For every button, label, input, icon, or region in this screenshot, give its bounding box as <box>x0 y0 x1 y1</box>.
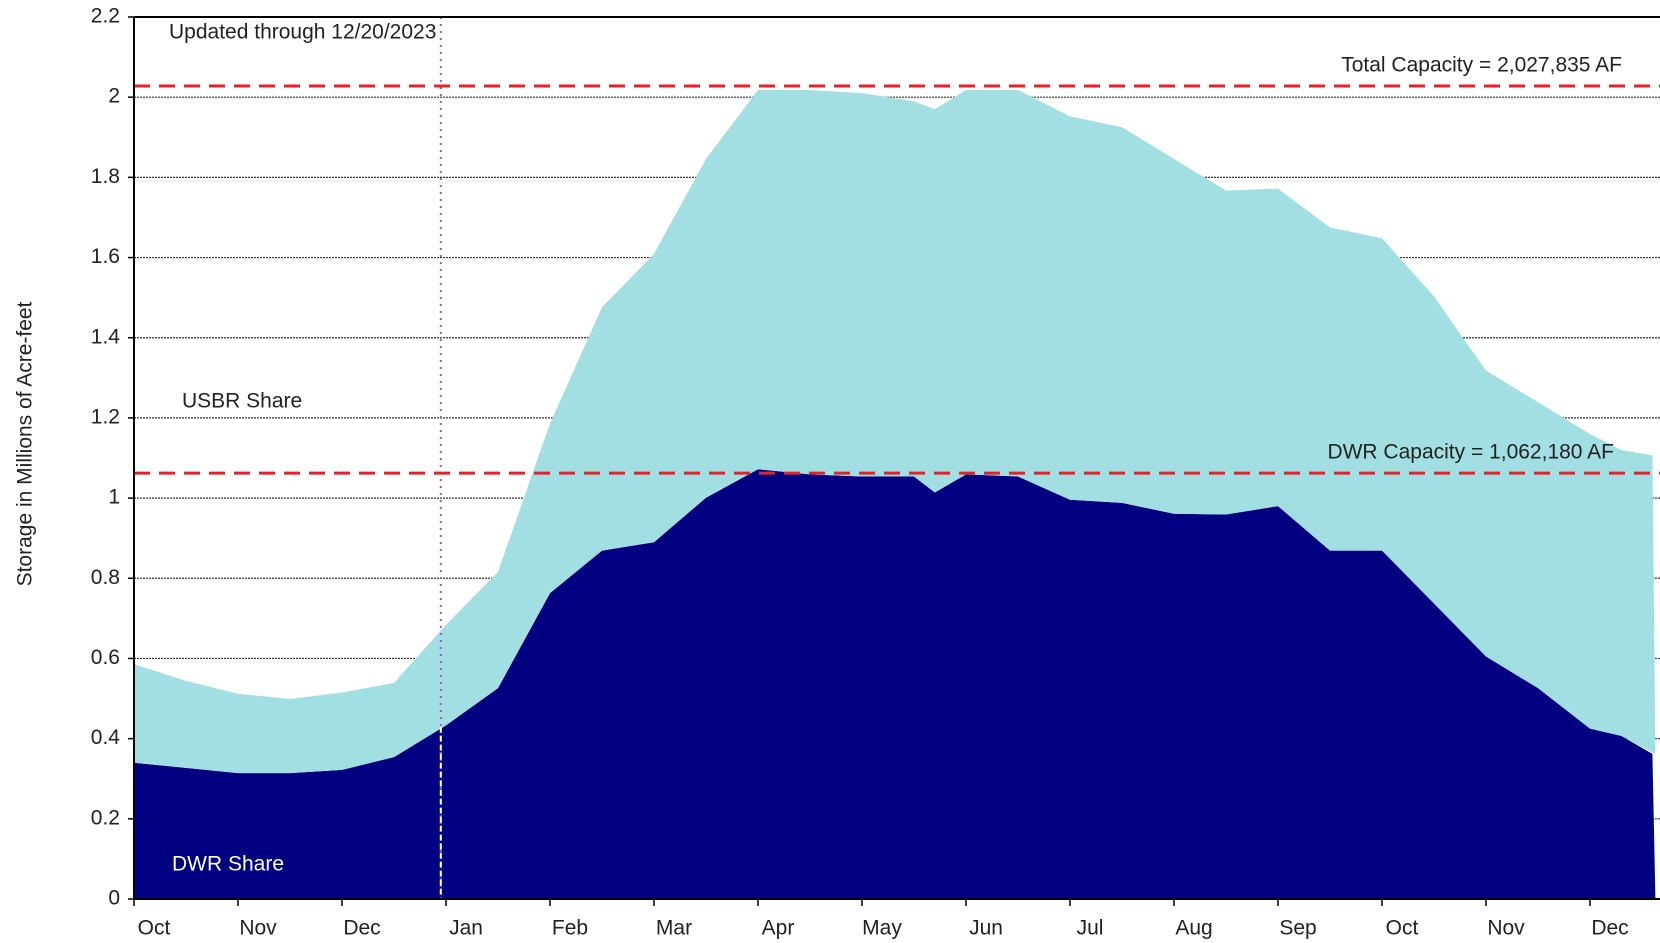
capacity-label: Total Capacity = 2,027,835 AF <box>1341 54 1622 77</box>
y-tick-label: 1.8 <box>91 165 120 188</box>
x-tick-label: Nov <box>1487 917 1525 940</box>
area <box>134 89 1656 774</box>
y-tick-label: 2 <box>108 85 120 108</box>
annotation: Updated through 12/20/2023 <box>169 21 436 44</box>
x-tick-label: Aug <box>1175 917 1212 940</box>
y-tick-label: 1.2 <box>91 405 120 428</box>
area-label: DWR Share <box>172 853 284 876</box>
y-tick-label: 0 <box>108 887 120 910</box>
y-axis-title: Storage in Millions of Acre-feet <box>14 301 37 586</box>
x-tick-label: Apr <box>762 917 795 940</box>
x-tick-label: Sep <box>1279 917 1316 940</box>
x-tick-label: Jun <box>969 917 1003 940</box>
y-tick-label: 0.8 <box>91 566 120 589</box>
x-tick-label: Nov <box>239 917 277 940</box>
capacity-label: DWR Capacity = 1,062,180 AF <box>1327 441 1614 464</box>
x-tick-label: Dec <box>1591 917 1628 940</box>
plot-area <box>134 16 1660 900</box>
x-tick-label: Jan <box>449 917 483 940</box>
x-tick-label: Oct <box>1386 917 1419 940</box>
y-tick-label: 1.4 <box>91 325 121 348</box>
x-tick-label: May <box>862 917 902 940</box>
x-tick-label: Feb <box>552 917 588 940</box>
area-label: USBR Share <box>182 390 302 413</box>
y-tick-label: 0.4 <box>91 726 121 749</box>
y-tick-label: 1.6 <box>91 245 120 268</box>
x-tick-label: Oct <box>138 917 171 940</box>
y-tick-label: 2.2 <box>91 5 120 28</box>
y-tick-label: 1 <box>108 486 120 509</box>
y-tick-label: 0.2 <box>91 806 120 829</box>
x-tick-label: Dec <box>343 917 380 940</box>
x-tick-label: Mar <box>656 917 692 940</box>
x-tick-label: Jul <box>1077 917 1104 940</box>
y-tick-label: 0.6 <box>91 646 120 669</box>
area <box>134 469 1656 899</box>
